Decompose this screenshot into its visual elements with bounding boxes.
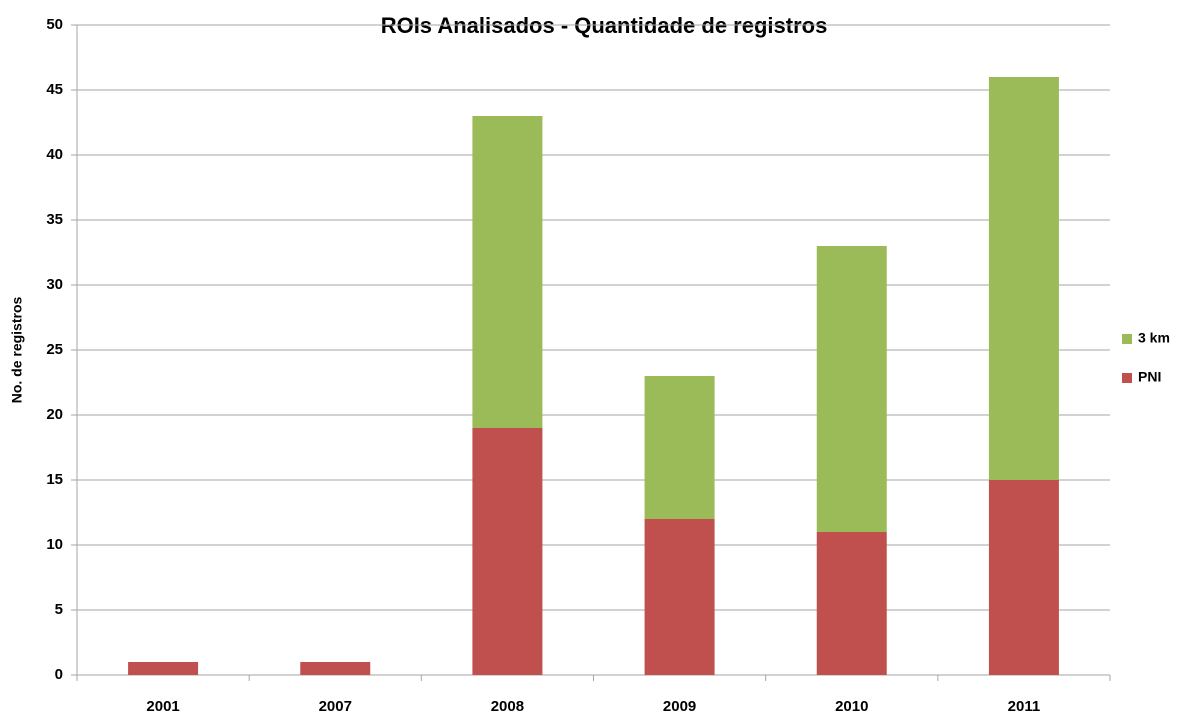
- y-tick-label: 20: [46, 406, 63, 423]
- y-tick-label: 45: [46, 81, 63, 98]
- y-tick-label: 30: [46, 276, 63, 293]
- y-tick-label: 0: [55, 666, 63, 683]
- bar-segment: [816, 246, 887, 532]
- y-tick-label: 35: [46, 211, 63, 228]
- bar-segment: [300, 662, 371, 675]
- y-axis-label: No. de registros: [9, 297, 25, 404]
- y-tick-label: 25: [46, 341, 63, 358]
- x-tick-label: 2001: [146, 698, 179, 715]
- bar-segment: [988, 480, 1059, 675]
- bar-segment: [472, 428, 543, 675]
- bar-segment: [128, 662, 199, 675]
- y-tick-label: 50: [46, 16, 63, 33]
- x-tick-label: 2009: [663, 698, 696, 715]
- x-tick-label: 2010: [835, 698, 868, 715]
- x-tick-label: 2008: [491, 698, 524, 715]
- legend-swatch: [1122, 373, 1132, 383]
- bar-segment: [644, 376, 715, 519]
- y-tick-label: 10: [46, 536, 63, 553]
- x-tick-label: 2011: [1008, 698, 1041, 715]
- x-tick-label: 2007: [319, 698, 352, 715]
- bar-segment: [472, 116, 543, 428]
- y-tick-label: 5: [55, 601, 63, 618]
- y-tick-label: 40: [46, 146, 63, 163]
- legend-label: 3 km: [1138, 330, 1170, 346]
- bar-segment: [988, 77, 1059, 480]
- bar-segment: [816, 532, 887, 675]
- bar-segment: [644, 519, 715, 675]
- legend-label: PNI: [1138, 369, 1161, 385]
- legend-swatch: [1122, 334, 1132, 344]
- y-tick-label: 15: [46, 471, 63, 488]
